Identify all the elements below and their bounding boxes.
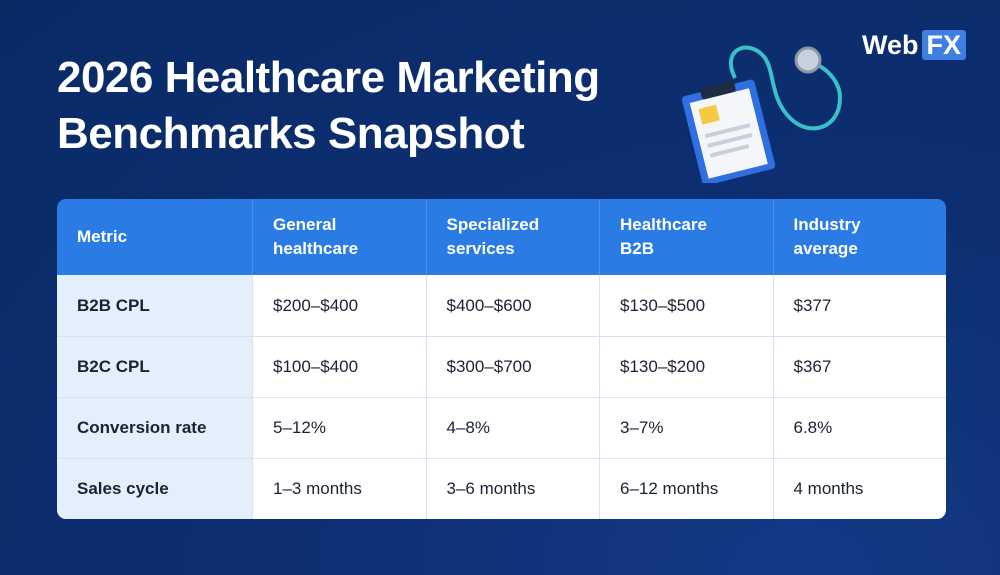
table-row: B2B CPL $200–$400 $400–$600 $130–$500 $377	[57, 275, 946, 336]
cell: $100–$400	[252, 336, 426, 397]
cell: $400–$600	[425, 275, 599, 336]
benchmark-table: Metric General healthcare Specialized serv…	[57, 199, 946, 519]
column-header: General healthcare	[252, 199, 426, 275]
cell: 3–6 months	[425, 458, 599, 519]
cell: $300–$700	[425, 336, 599, 397]
row-label: Conversion rate	[57, 397, 252, 458]
cell: 3–7%	[599, 397, 773, 458]
row-label: B2B CPL	[57, 275, 252, 336]
clipboard-line	[707, 132, 753, 148]
clipboard-line	[704, 123, 751, 139]
clipboard-line	[709, 144, 750, 158]
cell: 6–12 months	[599, 458, 773, 519]
column-header: Metric	[57, 199, 252, 275]
clipboard-note	[698, 104, 720, 125]
cell: $130–$500	[599, 275, 773, 336]
logo-box: FX	[921, 30, 967, 60]
cell: $377	[772, 275, 946, 336]
cell: 5–12%	[252, 397, 426, 458]
table-body: B2B CPL $200–$400 $400–$600 $130–$500 $377 B2…	[57, 275, 946, 519]
table-row: Sales cycle 1–3 months 3–6 months 6–12 mont…	[57, 458, 946, 519]
cell: 4–8%	[425, 397, 599, 458]
cell: $200–$400	[252, 275, 426, 336]
cell: $367	[772, 336, 946, 397]
table-row: Conversion rate 5–12% 4–8% 3–7% 6.8%	[57, 397, 946, 458]
table-row: B2C CPL $100–$400 $300–$700 $130–$200 $367	[57, 336, 946, 397]
stethoscope-head	[794, 46, 822, 74]
row-label: Sales cycle	[57, 458, 252, 519]
row-label: B2C CPL	[57, 336, 252, 397]
clipboard-illustration	[681, 45, 843, 183]
cell: 1–3 months	[252, 458, 426, 519]
logo: Web FX	[862, 29, 967, 60]
title: 2026 Healthcare Marketing Benchmarks Sna…	[57, 53, 600, 158]
column-header: Industry average	[772, 199, 946, 275]
stethoscope-tube	[728, 45, 843, 131]
column-header: Specialized services	[425, 199, 599, 275]
header-row: Metric General healthcare Specialized serv…	[57, 199, 946, 275]
logo-word: Web	[862, 29, 919, 60]
cell: $130–$200	[599, 336, 773, 397]
clipboard	[681, 79, 776, 183]
clipboard-clip	[700, 80, 736, 100]
cell: 4 months	[772, 458, 946, 519]
cell: 6.8%	[772, 397, 946, 458]
column-header: Healthcare B2B	[599, 199, 773, 275]
